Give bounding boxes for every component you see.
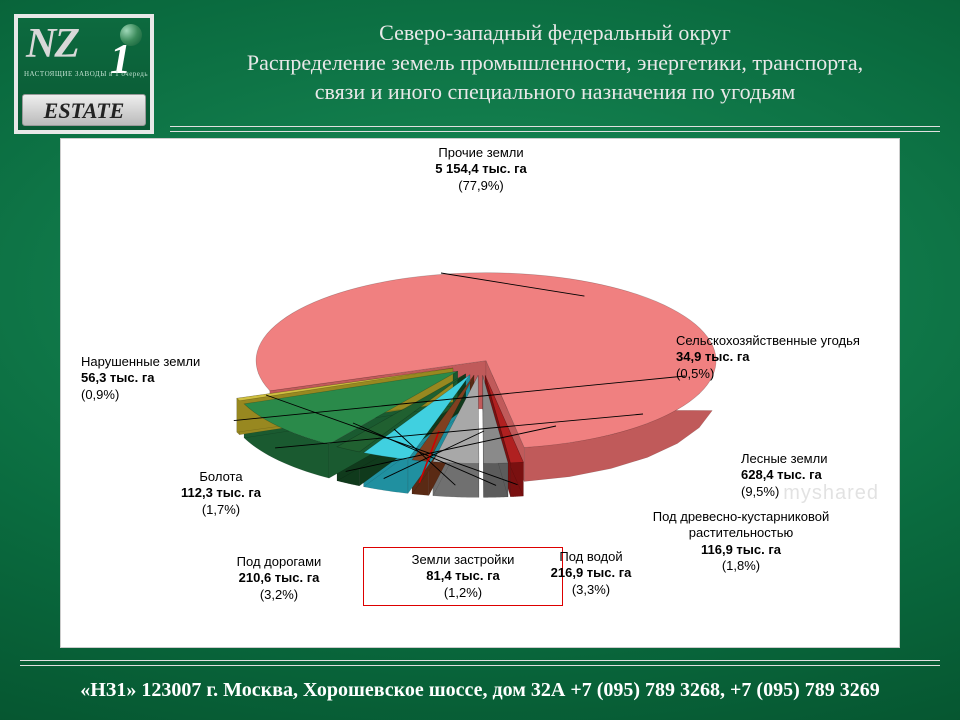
logo: NZ 1 НАСТОЯЩИЕ ЗАВОДЫ в 1 очередь ESTATE: [14, 14, 154, 134]
slide-title: Северо-западный федеральный округ Распре…: [170, 18, 940, 107]
callout-agri: Сельскохозяйственные угодья34,9 тыс. га(…: [676, 333, 876, 382]
logo-nz: NZ: [26, 20, 78, 68]
callout-other: Прочие земли5 154,4 тыс. га(77,9%): [381, 145, 581, 194]
logo-estate: ESTATE: [22, 94, 146, 126]
callout-swamp: Болота112,3 тыс. га(1,7%): [121, 469, 321, 518]
callout-roads: Под дорогами210,6 тыс. га(3,2%): [179, 554, 379, 603]
slide: NZ 1 НАСТОЯЩИЕ ЗАВОДЫ в 1 очередь ESTATE…: [0, 0, 960, 720]
title-line-3: связи и иного специального назначения по…: [170, 77, 940, 107]
watermark: myshared: [783, 482, 879, 505]
title-line-1: Северо-западный федеральный округ: [170, 18, 940, 48]
callout-shrub: Под древесно-кустарниковой растительност…: [621, 509, 861, 574]
pie-chart: Прочие земли5 154,4 тыс. га(77,9%) Наруше…: [60, 138, 900, 648]
logo-subtitle: НАСТОЯЩИЕ ЗАВОДЫ в 1 очередь: [24, 70, 148, 78]
callout-disturbed: Нарушенные земли56,3 тыс. га(0,9%): [81, 354, 281, 403]
footer-divider: [20, 660, 940, 666]
footer-text: «НЗ1» 123007 г. Москва, Хорошевское шосс…: [20, 679, 940, 702]
title-divider: [170, 126, 940, 132]
title-line-2: Распределение земель промышленности, эне…: [170, 48, 940, 78]
